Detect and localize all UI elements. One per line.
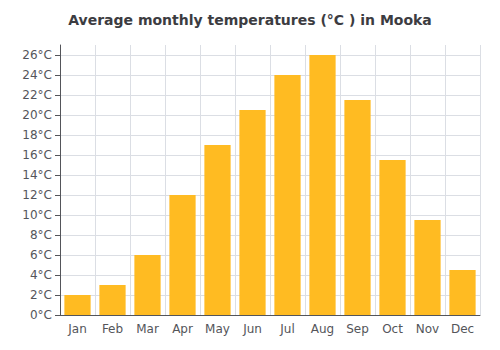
svg-text:Mar: Mar (136, 322, 159, 336)
svg-text:Jan: Jan (67, 322, 87, 336)
svg-text:0°C: 0°C (30, 308, 52, 322)
svg-text:4°C: 4°C (30, 268, 52, 282)
svg-text:Dec: Dec (451, 322, 474, 336)
svg-text:Aug: Aug (311, 322, 334, 336)
svg-text:24°C: 24°C (22, 68, 52, 82)
svg-text:Jun: Jun (242, 322, 262, 336)
svg-text:Feb: Feb (102, 322, 123, 336)
svg-text:Apr: Apr (172, 322, 193, 336)
svg-text:14°C: 14°C (22, 168, 52, 182)
svg-text:12°C: 12°C (22, 188, 52, 202)
svg-text:18°C: 18°C (22, 128, 52, 142)
svg-text:22°C: 22°C (22, 88, 52, 102)
svg-text:16°C: 16°C (22, 148, 52, 162)
svg-text:Average monthly temperatures (: Average monthly temperatures (°C ) in Mo… (68, 12, 432, 28)
svg-text:Oct: Oct (382, 322, 403, 336)
svg-text:2°C: 2°C (30, 288, 52, 302)
svg-text:May: May (205, 322, 230, 336)
svg-text:20°C: 20°C (22, 108, 52, 122)
svg-text:8°C: 8°C (30, 228, 52, 242)
svg-text:26°C: 26°C (22, 48, 52, 62)
svg-text:Jul: Jul (279, 322, 294, 336)
svg-text:Nov: Nov (416, 322, 439, 336)
svg-text:6°C: 6°C (30, 248, 52, 262)
svg-text:Sep: Sep (346, 322, 369, 336)
svg-text:10°C: 10°C (22, 208, 52, 222)
